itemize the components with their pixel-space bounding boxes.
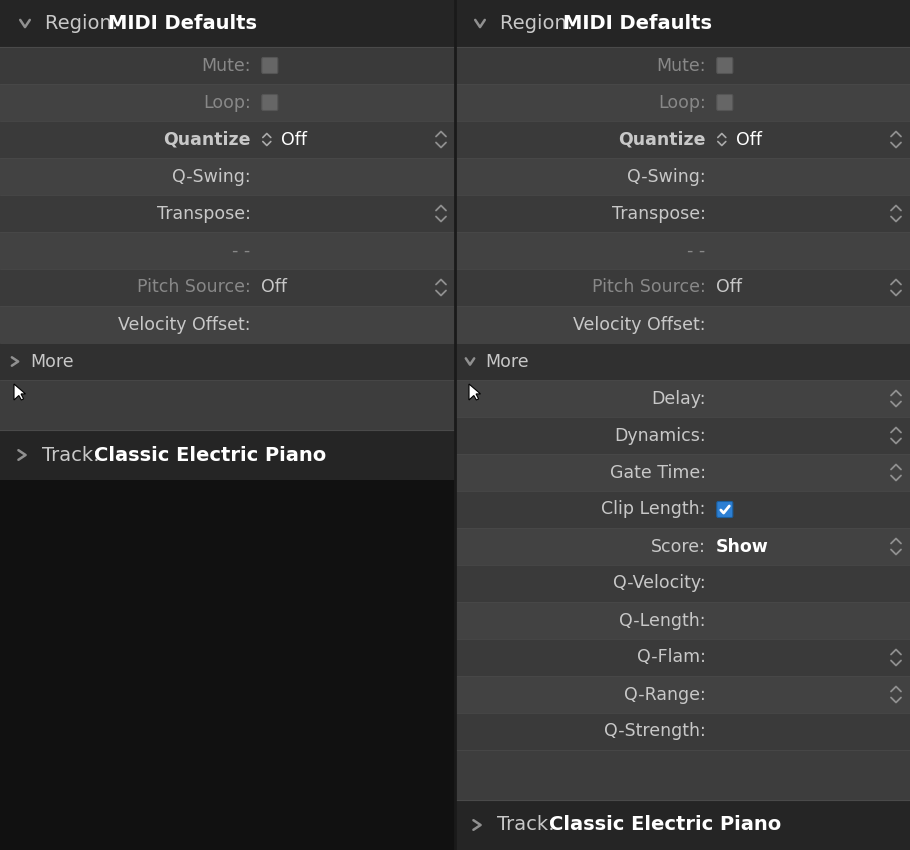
- Text: MIDI Defaults: MIDI Defaults: [108, 14, 257, 33]
- Bar: [0, 480, 455, 850]
- Bar: [455, 639, 910, 676]
- Bar: [455, 0, 910, 850]
- Text: Track:: Track:: [497, 815, 554, 835]
- Text: Clip Length:: Clip Length:: [602, 501, 706, 518]
- Bar: [455, 454, 910, 491]
- Bar: [455, 602, 910, 639]
- Bar: [0, 195, 455, 232]
- Bar: [455, 195, 910, 232]
- Text: Classic Electric Piano: Classic Electric Piano: [549, 815, 782, 835]
- Bar: [0, 158, 455, 195]
- Text: Track:: Track:: [42, 445, 99, 464]
- Bar: [0, 269, 455, 306]
- Text: - -: - -: [686, 241, 705, 259]
- Bar: [455, 306, 910, 343]
- Text: Off: Off: [716, 279, 742, 297]
- Polygon shape: [14, 384, 25, 400]
- Bar: [0, 47, 455, 84]
- Text: Off: Off: [736, 131, 762, 149]
- Bar: [0, 306, 455, 343]
- Text: Velocity Offset:: Velocity Offset:: [118, 315, 251, 333]
- Text: Q-Flam:: Q-Flam:: [637, 649, 706, 666]
- Text: Show: Show: [716, 537, 769, 556]
- Bar: [455, 528, 910, 565]
- Text: Q-Swing:: Q-Swing:: [627, 167, 706, 185]
- Bar: [0, 84, 455, 121]
- Bar: [0, 430, 455, 480]
- Bar: [0, 0, 455, 480]
- Text: Dynamics:: Dynamics:: [614, 427, 706, 445]
- FancyBboxPatch shape: [717, 502, 733, 518]
- Text: Delay:: Delay:: [652, 389, 706, 407]
- Text: Q-Range:: Q-Range:: [624, 685, 706, 704]
- Bar: [455, 380, 910, 417]
- Bar: [455, 676, 910, 713]
- Bar: [455, 491, 910, 528]
- Text: Region:: Region:: [500, 14, 580, 33]
- Text: Quantize: Quantize: [618, 131, 706, 149]
- Text: Transpose:: Transpose:: [157, 205, 251, 223]
- Text: Off: Off: [281, 131, 307, 149]
- FancyBboxPatch shape: [717, 94, 733, 110]
- Text: More: More: [30, 353, 74, 371]
- Bar: [455, 158, 910, 195]
- Text: More: More: [485, 353, 529, 371]
- Text: Q-Strength:: Q-Strength:: [604, 722, 706, 740]
- Text: Region:: Region:: [45, 14, 125, 33]
- Bar: [455, 343, 910, 380]
- Text: Gate Time:: Gate Time:: [610, 463, 706, 481]
- Polygon shape: [469, 384, 480, 400]
- Bar: [455, 565, 910, 602]
- Bar: [0, 121, 455, 158]
- Text: Loop:: Loop:: [203, 94, 251, 111]
- Bar: [455, 47, 910, 84]
- FancyBboxPatch shape: [262, 58, 278, 73]
- Text: Classic Electric Piano: Classic Electric Piano: [94, 445, 327, 464]
- Text: Quantize: Quantize: [163, 131, 251, 149]
- Text: Loop:: Loop:: [658, 94, 706, 111]
- Bar: [455, 0, 910, 47]
- Bar: [455, 417, 910, 454]
- Bar: [455, 121, 910, 158]
- Text: Mute:: Mute:: [201, 56, 251, 75]
- Bar: [0, 0, 455, 47]
- Bar: [455, 800, 910, 850]
- FancyBboxPatch shape: [717, 58, 733, 73]
- Text: Transpose:: Transpose:: [612, 205, 706, 223]
- Text: Pitch Source:: Pitch Source:: [592, 279, 706, 297]
- Text: Q-Swing:: Q-Swing:: [172, 167, 251, 185]
- Text: - -: - -: [231, 241, 250, 259]
- Text: Mute:: Mute:: [656, 56, 706, 75]
- Bar: [0, 343, 455, 380]
- Bar: [455, 713, 910, 750]
- FancyBboxPatch shape: [262, 94, 278, 110]
- Text: Pitch Source:: Pitch Source:: [137, 279, 251, 297]
- Bar: [455, 269, 910, 306]
- Bar: [455, 232, 910, 269]
- Text: Off: Off: [261, 279, 287, 297]
- Text: MIDI Defaults: MIDI Defaults: [563, 14, 712, 33]
- Text: Velocity Offset:: Velocity Offset:: [573, 315, 706, 333]
- Bar: [0, 232, 455, 269]
- Bar: [455, 84, 910, 121]
- Text: Q-Length:: Q-Length:: [620, 611, 706, 630]
- Text: Score:: Score:: [651, 537, 706, 556]
- Text: Q-Velocity:: Q-Velocity:: [613, 575, 706, 592]
